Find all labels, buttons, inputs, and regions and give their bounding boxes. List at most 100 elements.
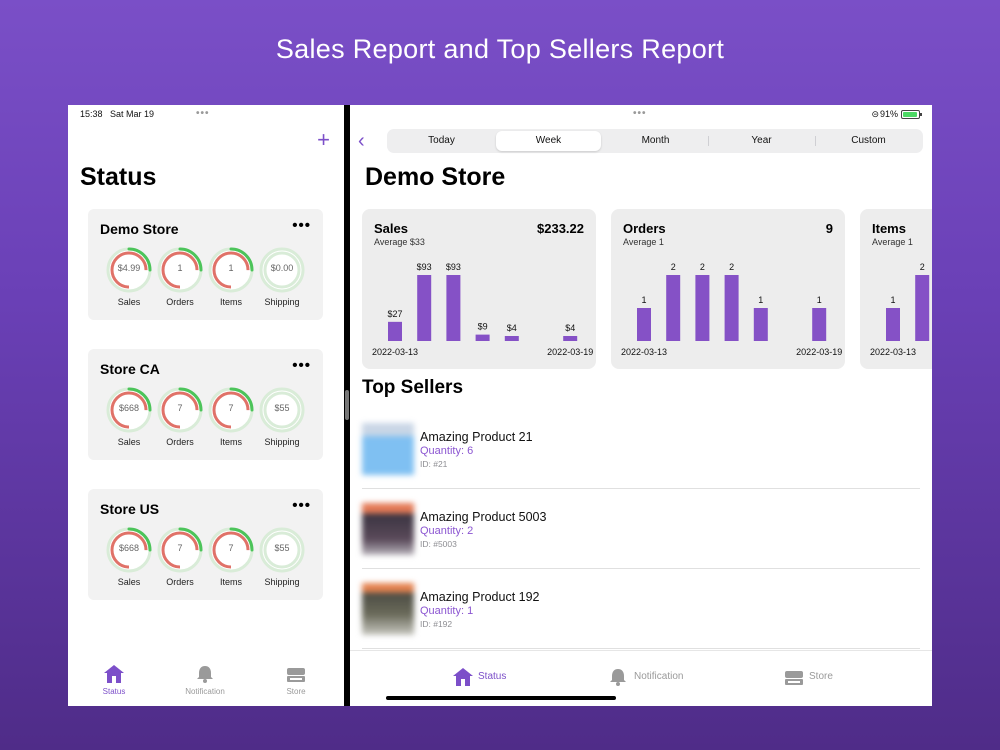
seller-row[interactable]: Amazing Product 21 Quantity: 6 ID: #21 — [362, 409, 920, 489]
product-name: Amazing Product 21 — [420, 430, 533, 444]
gauge-face — [159, 529, 201, 571]
multitask-dots[interactable]: ••• — [196, 108, 210, 119]
orders-bar-chart: 1 2 2 2 1 1 2022-03-13 2022-03-19 — [621, 262, 842, 357]
ring-gauge-icon — [157, 387, 203, 433]
bar — [695, 275, 710, 341]
items-card[interactable]: 1 2 2022-03-13 Items Average 1 — [860, 209, 932, 369]
gauge-inner-arc — [161, 531, 199, 569]
gauge-inner-arc — [212, 531, 250, 569]
gauge-face — [108, 389, 150, 431]
seller-row[interactable]: Amazing Product 192 Quantity: 1 ID: #192 — [362, 569, 920, 649]
x-tick-label: 2022-03-19 — [547, 347, 593, 357]
tab-label: Notification — [185, 687, 225, 696]
gauge-sales: $4.99 Sales — [105, 246, 153, 307]
multitask-dots[interactable]: ••• — [633, 108, 647, 119]
tab-label: Store — [809, 671, 833, 682]
house-icon — [453, 668, 473, 686]
gauge-sales: $668 Sales — [105, 386, 153, 447]
link-icon: ⊝ — [871, 109, 879, 119]
bar-data-label: 1 — [758, 295, 763, 305]
store-card[interactable]: Demo Store ••• $4.99 Sales 1 Orders 1 Items… — [88, 209, 323, 320]
gauge-track — [259, 247, 305, 293]
segment-week[interactable]: Week — [496, 131, 601, 151]
row-separator — [362, 488, 920, 489]
ring-gauge-icon — [259, 527, 305, 573]
seller-row[interactable]: Amazing Product 5003 Quantity: 2 ID: #50… — [362, 489, 920, 569]
more-button[interactable]: ••• — [292, 217, 311, 234]
gauge-face — [159, 249, 201, 291]
gauge-value: $55 — [274, 403, 290, 413]
right-pane: ••• ⊝ 91% ‹ Today Week Month Year Custom… — [350, 105, 932, 706]
gauge-value: $55 — [274, 543, 290, 553]
gauge-orders: 1 Orders — [156, 246, 204, 307]
gauge-inner-arc — [263, 391, 301, 429]
divider-handle[interactable] — [345, 390, 349, 420]
gauge-face — [261, 389, 303, 431]
gauge-label: Orders — [166, 437, 194, 447]
tab-bar: Status Notification Store — [68, 656, 344, 706]
bar — [417, 275, 432, 341]
gauge-orders: 7 Orders — [156, 386, 204, 447]
tab-status[interactable]: Status — [79, 664, 149, 696]
gauge-progress-arc — [208, 527, 254, 573]
bar — [475, 334, 490, 341]
split-divider[interactable] — [344, 105, 350, 706]
bar — [388, 321, 402, 341]
orders-card[interactable]: 1 2 2 2 1 1 2022-03-13 2022-03-19 Orders 9 Aver… — [611, 209, 845, 369]
segment-custom[interactable]: Custom — [851, 135, 886, 146]
ring-gauge-icon — [208, 247, 254, 293]
items-bar-chart: 1 2 2022-03-13 — [870, 262, 930, 357]
more-button[interactable]: ••• — [292, 357, 311, 374]
gauge-value: $668 — [118, 403, 140, 413]
store-name: Demo Store — [100, 221, 179, 237]
tab-store[interactable]: Store — [261, 664, 331, 696]
gauge-inner-arc — [161, 391, 199, 429]
ring-gauge-icon — [208, 527, 254, 573]
bar — [563, 336, 578, 341]
tab-label: Notification — [634, 671, 684, 682]
ring-gauge-icon — [259, 387, 305, 433]
segment-month[interactable]: Month — [641, 135, 670, 146]
gauge-label: Items — [219, 297, 242, 307]
store-card[interactable]: Store CA ••• $668 Sales 7 Orders 7 Items $5… — [88, 349, 323, 460]
gauge-sales: $668 Sales — [105, 526, 153, 587]
gauge-value: 1 — [228, 263, 234, 273]
card-total: 9 — [825, 221, 833, 236]
product-id: ID: #5003 — [420, 539, 457, 549]
gauge-value: 7 — [228, 403, 234, 413]
add-store-button[interactable]: + — [317, 127, 330, 152]
x-tick-label: 2022-03-13 — [870, 347, 916, 357]
row-separator — [362, 568, 920, 569]
more-button[interactable]: ••• — [292, 497, 311, 514]
bell-icon — [610, 669, 626, 686]
store-icon — [785, 671, 803, 685]
product-quantity: Quantity: 2 — [420, 525, 474, 537]
store-card[interactable]: Store US ••• $668 Sales 7 Orders 7 Items $5… — [88, 489, 323, 600]
gauge-shipping: $0.00 Shipping — [258, 246, 306, 307]
tab-label: Status — [102, 687, 126, 696]
gauge-progress-arc — [106, 387, 152, 433]
product-thumbnail — [362, 503, 414, 555]
tab-notification[interactable]: Notification — [170, 664, 240, 696]
tab-label: Status — [478, 671, 507, 682]
gauge-items: 7 Items — [207, 386, 255, 447]
gauge-inner-arc — [212, 251, 250, 289]
gauge-label: Orders — [166, 297, 194, 307]
back-button[interactable]: ‹ — [358, 130, 365, 152]
bar — [915, 275, 930, 341]
gauge-progress-arc — [157, 387, 203, 433]
product-thumbnail — [362, 583, 414, 635]
bar — [753, 308, 768, 341]
segment-today[interactable]: Today — [428, 135, 455, 146]
sales-card[interactable]: $27 $93 $93 $9 $4 $4 2022-03-13 2022-03-19 Sale… — [362, 209, 596, 369]
gauge-face — [210, 529, 252, 571]
card-average: Average 1 — [872, 237, 913, 247]
segment-separator — [815, 136, 816, 146]
segment-year[interactable]: Year — [751, 135, 772, 146]
gauge-label: Items — [219, 577, 242, 587]
bar — [504, 336, 519, 341]
gauge-value: $668 — [118, 543, 140, 553]
gauge-shipping: $55 Shipping — [258, 386, 306, 447]
period-segmented-control: Today Week Month Year Custom — [387, 129, 923, 153]
gauge-track — [259, 387, 305, 433]
